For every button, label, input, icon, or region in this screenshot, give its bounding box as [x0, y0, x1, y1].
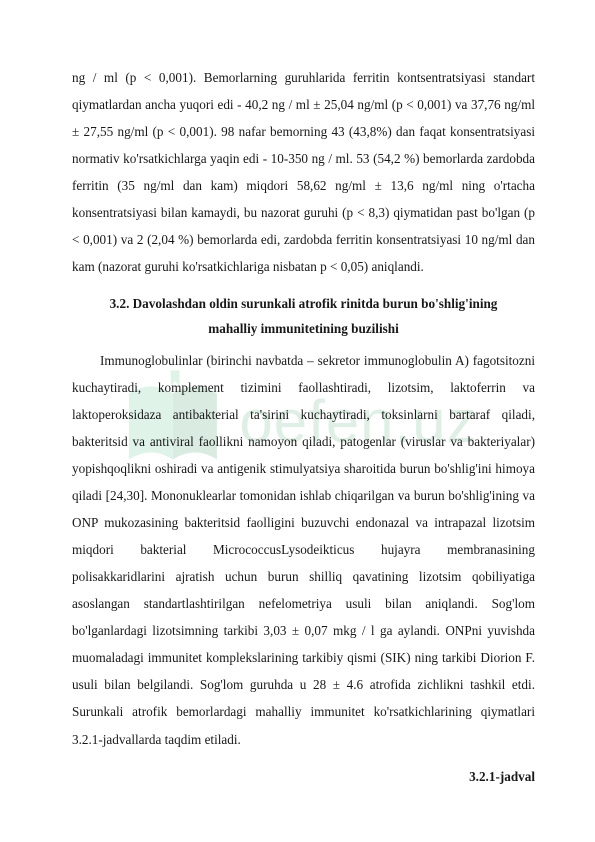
- paragraph-1: ng / ml (p < 0,001). Bemorlarning guruhl…: [72, 64, 535, 281]
- heading-line-2: mahalliy immunitetining buzilishi: [72, 316, 535, 341]
- table-label: 3.2.1-jadval: [72, 763, 535, 790]
- paragraph-2: Immunoglobulinlar (birinchi navbatda – s…: [72, 347, 535, 753]
- section-heading: 3.2. Davolashdan oldin surunkali atrofik…: [72, 291, 535, 341]
- heading-line-1: 3.2. Davolashdan oldin surunkali atrofik…: [72, 291, 535, 316]
- page-content: ng / ml (p < 0,001). Bemorlarning guruhl…: [0, 0, 595, 840]
